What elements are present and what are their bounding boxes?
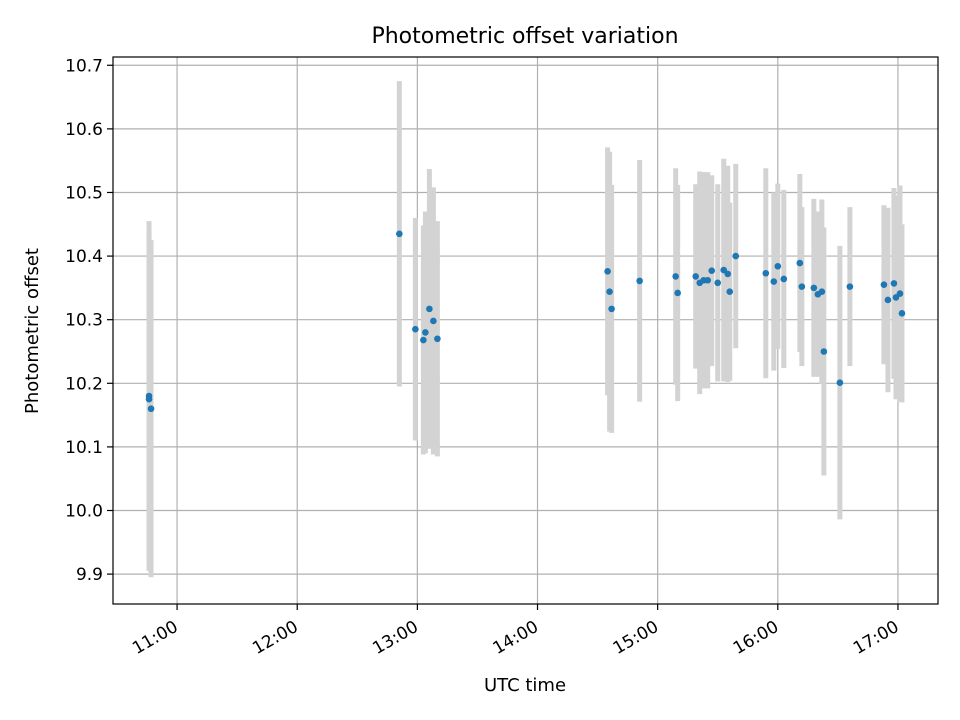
data-point (770, 278, 778, 285)
data-point (884, 296, 892, 304)
data-point (796, 259, 804, 267)
chart-title: Photometric offset variation (371, 24, 678, 49)
data-point (724, 270, 732, 278)
data-point (426, 305, 433, 313)
data-point (896, 290, 904, 297)
data-point (147, 405, 155, 413)
data-point (798, 283, 806, 290)
data-point (846, 283, 854, 290)
data-point (608, 305, 615, 313)
data-point (604, 268, 611, 275)
data-point (422, 329, 429, 336)
y-tick-label: 10.6 (65, 120, 103, 140)
data-point (692, 273, 700, 280)
y-axis-label: Photometric offset (22, 248, 43, 414)
data-point (434, 335, 441, 343)
data-point (606, 288, 613, 296)
data-points (145, 230, 906, 413)
data-point (636, 277, 643, 285)
data-point (880, 281, 888, 289)
data-point (780, 275, 788, 283)
data-point (396, 230, 403, 238)
y-tick-label: 10.3 (65, 311, 103, 331)
data-point (818, 288, 826, 296)
data-point (774, 262, 782, 270)
data-point (412, 325, 419, 333)
data-point (820, 348, 828, 355)
y-tick-label: 10.2 (65, 374, 103, 394)
x-axis-label: UTC time (484, 675, 566, 696)
data-point (714, 279, 722, 287)
data-point (810, 284, 818, 292)
data-point (762, 269, 770, 277)
y-tick-label: 9.9 (76, 565, 103, 585)
y-tick-label: 10.0 (65, 502, 103, 522)
data-point (726, 288, 734, 296)
data-point (898, 310, 906, 317)
y-tick-label: 10.4 (65, 247, 103, 267)
data-point (674, 289, 681, 297)
plot-frame (112, 56, 939, 605)
y-tick-label: 10.5 (65, 183, 103, 203)
data-point (672, 273, 679, 280)
data-point (732, 252, 740, 260)
data-point (145, 395, 153, 403)
data-point (708, 267, 716, 275)
y-tick-label: 10.1 (65, 438, 103, 458)
grid (113, 57, 938, 604)
data-point (420, 336, 427, 344)
data-point (704, 276, 712, 284)
data-point (836, 379, 844, 386)
data-point (890, 280, 898, 287)
y-tick-label: 10.7 (65, 56, 103, 76)
data-point (430, 317, 437, 325)
